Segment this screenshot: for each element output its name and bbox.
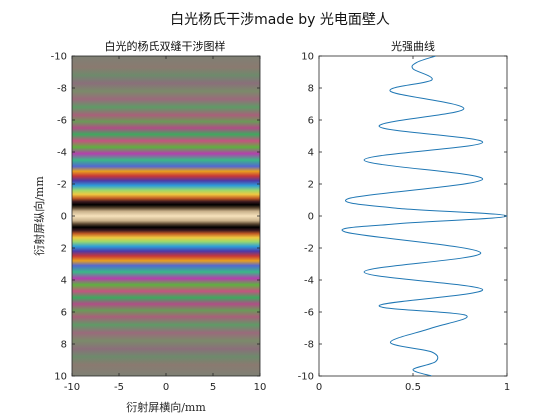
x-tick-label: 0.5 — [405, 382, 421, 393]
y-tick-label: 6 — [61, 308, 67, 319]
fringe-title: 白光的杨氏双缝干涉图样 — [105, 39, 226, 53]
x-tick-label: 1 — [504, 382, 510, 393]
y-tick-label: -10 — [51, 52, 67, 63]
fringe-subplot: 白光的杨氏双缝干涉图样 -10 -5 0 5 10-10-8-6-4-20246810 … — [32, 39, 266, 414]
intensity-title: 光强曲线 — [391, 39, 435, 53]
x-tick-label: 10 — [254, 382, 267, 393]
y-tick-label: 0 — [308, 212, 314, 223]
x-tick-label: 5 — [210, 382, 216, 393]
y-tick-label: 2 — [61, 244, 67, 255]
y-tick-label: -8 — [304, 340, 314, 351]
y-tick-label: -6 — [57, 116, 67, 127]
figure-suptitle: 白光杨氏干涉made by 光电面壁人 — [170, 12, 390, 28]
fringe-image — [72, 56, 260, 376]
fringe-xlabel: 衍射屏横向/mm — [126, 400, 206, 414]
y-tick-label: -6 — [304, 308, 314, 319]
y-tick-label: -10 — [298, 372, 314, 383]
fringe-ylabel: 衍射屏纵向/mm — [32, 176, 46, 256]
y-tick-label: 4 — [308, 148, 314, 159]
y-tick-label: -4 — [57, 148, 67, 159]
y-tick-label: -8 — [57, 84, 67, 95]
y-tick-label: 2 — [308, 180, 314, 191]
intensity-curve — [341, 56, 507, 376]
y-tick-label: 8 — [61, 340, 67, 351]
y-tick-label: 4 — [61, 276, 67, 287]
intensity-ticks: 0 0.5 1 -10 -8 -6 -4 -2 0 2 4 6 8 10 — [298, 52, 511, 394]
intensity-subplot: 光强曲线 0 0.5 1 -10 -8 -6 -4 -2 0 2 4 6 8 10 — [298, 39, 511, 393]
y-tick-label: 0 — [61, 212, 67, 223]
y-tick-label: 10 — [301, 52, 314, 63]
y-tick-label: -4 — [304, 276, 314, 287]
x-tick-label: 0 — [316, 382, 322, 393]
y-tick-label: -2 — [304, 244, 314, 255]
intensity-axes-box — [318, 55, 508, 377]
x-tick-label: 0 — [163, 382, 169, 393]
y-tick-label: 8 — [308, 84, 314, 95]
x-tick-label: -10 — [64, 382, 80, 393]
y-tick-label: 6 — [308, 116, 314, 127]
y-tick-label: 10 — [54, 372, 67, 383]
y-tick-label: -2 — [57, 180, 67, 191]
x-tick-label: -5 — [114, 382, 124, 393]
